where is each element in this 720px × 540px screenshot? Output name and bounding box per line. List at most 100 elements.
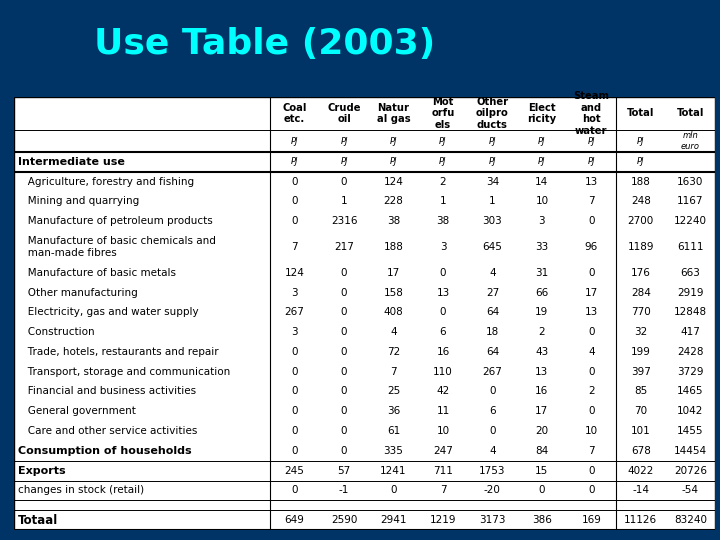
Text: Manufacture of basic metals: Manufacture of basic metals	[18, 268, 176, 278]
Text: Elect
ricity: Elect ricity	[527, 103, 557, 124]
Text: 408: 408	[384, 307, 403, 318]
Text: 61: 61	[387, 426, 400, 436]
Text: 4: 4	[489, 446, 496, 456]
Text: 2: 2	[440, 177, 446, 187]
Text: PJ: PJ	[588, 137, 595, 145]
Text: 0: 0	[292, 446, 298, 456]
Text: 7: 7	[440, 485, 446, 495]
Text: 1167: 1167	[677, 197, 703, 206]
Text: 1465: 1465	[677, 387, 703, 396]
Text: 0: 0	[292, 367, 298, 377]
Text: 645: 645	[482, 242, 503, 252]
Text: 1219: 1219	[430, 515, 456, 525]
Text: 4: 4	[588, 347, 595, 357]
Text: Exports: Exports	[18, 465, 66, 476]
Text: 11126: 11126	[624, 515, 657, 525]
Text: 417: 417	[680, 327, 701, 337]
Text: 6111: 6111	[677, 242, 703, 252]
Text: Agriculture, forestry and fishing: Agriculture, forestry and fishing	[18, 177, 194, 187]
Text: 70: 70	[634, 406, 647, 416]
Text: 38: 38	[436, 216, 449, 226]
Text: 6: 6	[489, 406, 496, 416]
Text: 0: 0	[292, 426, 298, 436]
Text: 3: 3	[292, 287, 298, 298]
Text: 2919: 2919	[677, 287, 703, 298]
Text: 110: 110	[433, 367, 453, 377]
Text: 0: 0	[292, 406, 298, 416]
Text: 36: 36	[387, 406, 400, 416]
Text: 33: 33	[535, 242, 549, 252]
Text: 13: 13	[535, 367, 549, 377]
Text: 1: 1	[489, 197, 496, 206]
Text: 1455: 1455	[677, 426, 703, 436]
Text: PJ: PJ	[390, 137, 397, 145]
Text: 770: 770	[631, 307, 651, 318]
Text: 678: 678	[631, 446, 651, 456]
Text: 228: 228	[384, 197, 403, 206]
Text: 0: 0	[341, 387, 347, 396]
Text: 0: 0	[588, 268, 595, 278]
Text: 0: 0	[341, 446, 347, 456]
Text: 245: 245	[284, 465, 305, 476]
Text: 0: 0	[341, 307, 347, 318]
Text: 7: 7	[588, 446, 595, 456]
Text: 284: 284	[631, 287, 651, 298]
Text: -14: -14	[632, 485, 649, 495]
Text: 711: 711	[433, 465, 453, 476]
Text: 169: 169	[582, 515, 601, 525]
Text: 64: 64	[486, 307, 499, 318]
Text: 1042: 1042	[677, 406, 703, 416]
Text: 3173: 3173	[480, 515, 505, 525]
Text: 217: 217	[334, 242, 354, 252]
Text: mln
euro: mln euro	[681, 131, 700, 151]
Text: 3: 3	[539, 216, 545, 226]
Text: changes in stock (retail): changes in stock (retail)	[18, 485, 144, 495]
Text: 20: 20	[536, 426, 549, 436]
Text: 0: 0	[341, 327, 347, 337]
Text: 43: 43	[535, 347, 549, 357]
Text: 0: 0	[440, 307, 446, 318]
Text: 12240: 12240	[674, 216, 707, 226]
Text: 25: 25	[387, 387, 400, 396]
Text: 335: 335	[384, 446, 403, 456]
Text: 4022: 4022	[628, 465, 654, 476]
Text: 0: 0	[292, 347, 298, 357]
Text: 0: 0	[341, 177, 347, 187]
Text: 0: 0	[292, 485, 298, 495]
Text: 386: 386	[532, 515, 552, 525]
Text: 4: 4	[390, 327, 397, 337]
Text: Intermediate use: Intermediate use	[18, 157, 125, 167]
Text: 0: 0	[390, 485, 397, 495]
Text: 38: 38	[387, 216, 400, 226]
Text: Construction: Construction	[18, 327, 94, 337]
Text: PJ: PJ	[538, 157, 546, 166]
Text: 2428: 2428	[677, 347, 703, 357]
Text: 0: 0	[539, 485, 545, 495]
Text: 34: 34	[486, 177, 499, 187]
Text: -1: -1	[339, 485, 349, 495]
Text: 199: 199	[631, 347, 651, 357]
Text: 57: 57	[338, 465, 351, 476]
Text: PJ: PJ	[439, 157, 446, 166]
Text: 267: 267	[482, 367, 503, 377]
Text: 0: 0	[588, 367, 595, 377]
Text: Trade, hotels, restaurants and repair: Trade, hotels, restaurants and repair	[18, 347, 219, 357]
Text: 267: 267	[284, 307, 305, 318]
Text: 1: 1	[341, 197, 347, 206]
Text: Electricity, gas and water supply: Electricity, gas and water supply	[18, 307, 199, 318]
Text: 124: 124	[284, 268, 305, 278]
Text: PJ: PJ	[341, 137, 348, 145]
Text: 2316: 2316	[330, 216, 357, 226]
Text: 16: 16	[436, 347, 449, 357]
Text: PJ: PJ	[291, 137, 298, 145]
Text: 13: 13	[585, 177, 598, 187]
Text: General government: General government	[18, 406, 136, 416]
Text: 124: 124	[384, 177, 403, 187]
Text: 303: 303	[482, 216, 503, 226]
Text: 2: 2	[588, 387, 595, 396]
Text: 72: 72	[387, 347, 400, 357]
Text: 42: 42	[436, 387, 449, 396]
Text: PJ: PJ	[439, 137, 446, 145]
Text: 27: 27	[486, 287, 499, 298]
Text: PJ: PJ	[489, 137, 496, 145]
